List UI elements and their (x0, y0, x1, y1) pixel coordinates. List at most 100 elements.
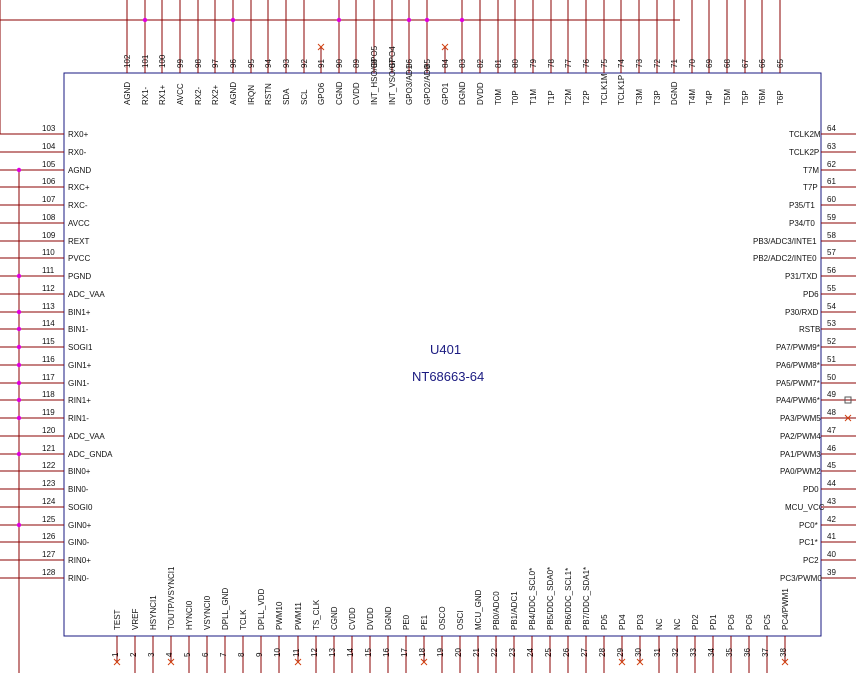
pin-name: PGND (68, 272, 92, 281)
pin-number: 27 (580, 648, 589, 657)
pin-name: SDA (282, 88, 291, 105)
pin-number: 22 (490, 648, 499, 657)
pin-name: MCU_GND (474, 589, 483, 630)
pin-name: PA7/PWM9* (776, 343, 820, 352)
pin-name: P34/T0 (789, 219, 815, 228)
pin-name: T0M (494, 89, 503, 105)
pin-name: SCL (300, 89, 309, 105)
pin-name: VSYNCI0 (203, 595, 212, 630)
junction-dot (16, 344, 22, 350)
no-connect-mark (618, 658, 626, 666)
pin-name: PWM10 (275, 601, 284, 630)
pin-number: 3 (147, 652, 156, 657)
pin-number: 26 (562, 648, 571, 657)
no-connect-mark (844, 414, 852, 422)
pin-number: 47 (827, 426, 836, 435)
pin-number: 66 (758, 59, 767, 68)
pin-number: 21 (472, 648, 481, 657)
pin-number: 105 (42, 160, 56, 169)
pin-number: 80 (511, 59, 520, 68)
pin-number: 89 (352, 59, 361, 68)
pin-number: 127 (42, 550, 56, 559)
pin-number: 30 (634, 648, 643, 657)
pin-number: 79 (529, 59, 538, 68)
pin-name: TCLK1M (600, 73, 609, 105)
pin-number: 20 (454, 648, 463, 657)
pin-name: PD4 (618, 614, 627, 630)
pin-number: 91 (317, 59, 326, 68)
pin-name: PB7/DDC_SDA1* (582, 566, 591, 630)
pin-name: RIN1+ (68, 396, 91, 405)
pin-number: 84 (441, 59, 450, 68)
pin-name: PB4/DDC_SCL0* (528, 567, 537, 630)
pin-number: 59 (827, 213, 836, 222)
junction-dot (16, 326, 22, 332)
pin-number: 82 (476, 59, 485, 68)
pin-number: 60 (827, 195, 836, 204)
pin-name: RX2- (194, 86, 203, 105)
pin-number: 49 (827, 390, 836, 399)
pin-name: PA4/PWM6* (776, 396, 820, 405)
pin-name: MCU_VCC (785, 503, 825, 512)
pin-name: REXT (68, 237, 90, 246)
pin-number: 102 (123, 54, 132, 68)
pin-name: P30/RXD (785, 308, 819, 317)
pin-name: RX0- (68, 148, 87, 157)
pin-number: 33 (689, 648, 698, 657)
pin-number: 54 (827, 302, 836, 311)
pin-number: 10 (273, 648, 282, 657)
test-point-square (844, 396, 852, 404)
pin-number: 90 (335, 59, 344, 68)
pin-number: 51 (827, 355, 836, 364)
pin-number: 56 (827, 266, 836, 275)
pin-number: 107 (42, 195, 56, 204)
junction-dot (16, 451, 22, 457)
pin-name: TS_CLK (312, 599, 321, 630)
pin-number: 94 (264, 59, 273, 68)
pin-number: 97 (211, 59, 220, 68)
pin-name: RX0+ (68, 130, 89, 139)
pin-number: 115 (42, 337, 55, 346)
junction-dot (16, 415, 22, 421)
junction-dot (16, 273, 22, 279)
pin-name: INT_HSO/GPO5 (370, 45, 379, 105)
pin-name: HYNCI0 (185, 600, 194, 630)
pin-name: PA2/PWM4 (780, 432, 821, 441)
no-connect-mark (167, 658, 175, 666)
pin-number: 18 (418, 648, 427, 657)
pin-name: PC5 (763, 614, 772, 630)
junction-dot (16, 380, 22, 386)
pin-number: 122 (42, 461, 56, 470)
pin-name: TCLK2P (789, 148, 820, 157)
pin-name: TCLK1P (617, 74, 626, 105)
pin-name: PB6/DDC_SCL1* (564, 567, 573, 630)
pin-number: 38 (779, 648, 788, 657)
pin-number: 118 (42, 390, 55, 399)
pin-name: BIN1- (68, 325, 89, 334)
pin-number: 83 (458, 59, 467, 68)
pin-number: 63 (827, 142, 836, 151)
pin-number: 108 (42, 213, 56, 222)
pin-name: AGND (123, 81, 132, 105)
junction-dot (230, 17, 236, 23)
pin-name: GIN1- (68, 379, 90, 388)
pin-number: 81 (494, 59, 503, 68)
junction-dot (424, 17, 430, 23)
pin-name: NC (655, 618, 664, 630)
pin-number: 55 (827, 284, 836, 293)
pin-name: PA0/PWM2 (780, 467, 821, 476)
pin-name: T5M (723, 89, 732, 105)
pin-name: AVCC (176, 83, 185, 105)
pin-number: 75 (600, 59, 609, 68)
pin-number: 67 (741, 59, 750, 68)
pin-number: 48 (827, 408, 836, 417)
pin-name: PE1 (420, 614, 429, 630)
pin-name: BIN0- (68, 485, 89, 494)
pin-number: 14 (346, 648, 355, 657)
pin-number: 32 (671, 648, 680, 657)
pin-name: PD1 (709, 614, 718, 630)
pin-number: 9 (255, 652, 264, 657)
pin-name: RX1+ (158, 84, 167, 105)
pin-name: PB2/ADC2/INTE0 (753, 254, 817, 263)
pin-name: ADC_VAA (68, 432, 105, 441)
